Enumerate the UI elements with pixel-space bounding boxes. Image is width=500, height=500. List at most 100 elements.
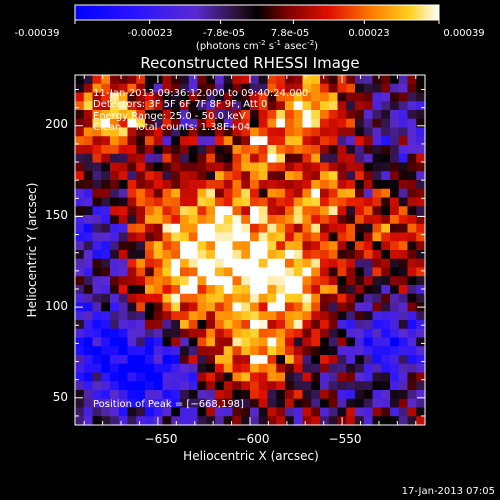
heatmap-cell (118, 188, 129, 199)
heatmap-cell (355, 398, 365, 409)
heatmap-cell (416, 381, 425, 391)
heatmap-cell (180, 92, 190, 102)
heatmap-cell (320, 311, 330, 321)
heatmap-cell (311, 223, 321, 234)
heatmap-cell (75, 390, 85, 400)
heatmap-cell (232, 83, 242, 94)
heatmap-cell (206, 337, 216, 347)
heatmap-cell (110, 372, 120, 382)
heatmap-cell (162, 250, 172, 260)
heatmap-cell (390, 250, 400, 260)
heatmap-cell (206, 390, 216, 400)
heatmap-cell (92, 136, 102, 146)
heatmap-cell (241, 197, 251, 207)
heatmap-cell (407, 75, 417, 85)
heatmap-cell (328, 407, 339, 417)
heatmap-cell (416, 293, 425, 304)
heatmap-cell (416, 355, 425, 365)
heatmap-cell (363, 223, 374, 234)
heatmap-cell (153, 363, 164, 374)
heatmap-cell (136, 118, 146, 129)
heatmap-cell (276, 232, 286, 242)
heatmap-cell (197, 215, 207, 225)
heatmap-cell (241, 118, 251, 129)
heatmap-cell (328, 355, 339, 365)
heatmap-cell (363, 110, 374, 120)
heatmap-cell (215, 250, 225, 260)
heatmap-cell (118, 346, 129, 356)
heatmap-cell (320, 346, 330, 356)
heatmap-cell (355, 136, 365, 146)
heatmap-cell (311, 372, 321, 382)
heatmap-cell (293, 276, 304, 286)
heatmap-cell (390, 407, 400, 417)
heatmap-cell (293, 136, 304, 146)
heatmap-cell (407, 390, 417, 400)
heatmap-cell (337, 83, 347, 94)
heatmap-cell (241, 276, 251, 286)
heatmap-cell (75, 188, 85, 199)
heatmap-cell (110, 215, 120, 225)
heatmap-cell (407, 136, 417, 146)
heatmap-cell (92, 328, 102, 339)
heatmap-cell (250, 171, 260, 181)
heatmap-cell (136, 215, 146, 225)
heatmap-cell (232, 381, 242, 391)
heatmap-cell (285, 372, 295, 382)
heatmap-cell (250, 276, 260, 286)
heatmap-cell (110, 407, 120, 417)
heatmap-cell (390, 285, 400, 295)
heatmap-cell (110, 241, 120, 251)
heatmap-cell (346, 153, 356, 164)
heatmap-cell (407, 92, 417, 102)
heatmap-cell (337, 407, 347, 417)
heatmap-cell (223, 188, 234, 199)
heatmap-cell (118, 416, 129, 425)
heatmap-cell (127, 285, 137, 295)
heatmap-cell (320, 83, 330, 94)
heatmap-cell (197, 258, 207, 269)
heatmap-cell (110, 101, 120, 111)
heatmap-cell (241, 302, 251, 312)
heatmap-cell (180, 267, 190, 277)
heatmap-cell (258, 328, 269, 339)
heatmap-cell (337, 346, 347, 356)
heatmap-cell (267, 267, 277, 277)
heatmap-cell (92, 372, 102, 382)
heatmap-cell (232, 162, 242, 172)
heatmap-cell (162, 180, 172, 190)
heatmap-cell (83, 267, 94, 277)
heatmap-cell (346, 372, 356, 382)
heatmap-cell (153, 302, 164, 312)
heatmap-cell (101, 223, 111, 234)
heatmap-cell (416, 241, 425, 251)
heatmap-cell (153, 127, 164, 137)
heatmap-cell (101, 320, 111, 330)
heatmap-cell (258, 206, 269, 216)
heatmap-cell (241, 127, 251, 137)
heatmap-cell (258, 92, 269, 102)
heatmap-cell (206, 241, 216, 251)
heatmap-cell (416, 258, 425, 269)
heatmap-cell (250, 110, 260, 120)
heatmap-cell (372, 398, 382, 409)
heatmap-cell (162, 416, 172, 425)
heatmap-cell (416, 337, 425, 347)
heatmap-cell (398, 232, 409, 242)
heatmap-cell (346, 390, 356, 400)
chart-title: Reconstructed RHESSI Image (140, 54, 359, 72)
heatmap-cell (136, 153, 146, 164)
heatmap-cell (153, 136, 164, 146)
heatmap-cell (390, 302, 400, 312)
heatmap-cell (145, 101, 155, 111)
heatmap-cell (250, 197, 260, 207)
heatmap-cell (250, 337, 260, 347)
heatmap-cell (337, 127, 347, 137)
heatmap-cell (101, 390, 111, 400)
heatmap-cell (197, 153, 207, 164)
heatmap-cell (162, 232, 172, 242)
heatmap-cell (83, 346, 94, 356)
heatmap-cell (162, 223, 172, 234)
heatmap-cell (206, 153, 216, 164)
heatmap-cell (258, 276, 269, 286)
